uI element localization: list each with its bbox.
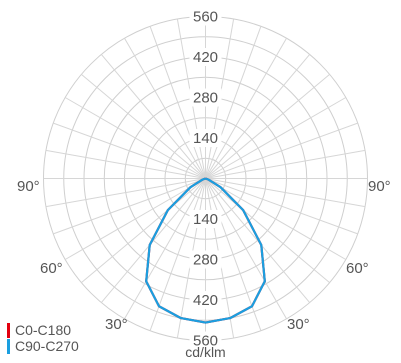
grid-spoke <box>205 178 358 235</box>
tick-label: 140 <box>193 130 218 147</box>
series-layer <box>145 177 266 324</box>
grid-spoke <box>205 178 366 208</box>
series-line-c90-c270 <box>145 177 266 324</box>
tick-label-bg <box>189 210 222 228</box>
tick-label-bg <box>189 88 222 107</box>
unit-label: cd/klm <box>185 344 225 360</box>
angle-label-mid-left: 60° <box>40 260 63 277</box>
grid-spoke <box>205 178 347 260</box>
tick-label: 420 <box>193 49 218 66</box>
grid-spoke <box>100 178 206 303</box>
angle-label-lower-right: 30° <box>287 316 310 333</box>
angle-label-mid-right: 60° <box>346 260 369 277</box>
angle-label-upper-left: 90° <box>17 178 40 195</box>
tick-label-bg <box>189 250 222 269</box>
grid-spoke <box>205 97 347 179</box>
grid-spoke <box>149 26 206 179</box>
grid-spoke <box>205 26 262 179</box>
grid-spoke <box>100 54 206 179</box>
grid-spoke <box>64 97 206 179</box>
labels-layer: 140 140 280 280 420 420 560 560 90° 90° 60° 60° 30° 3… <box>17 7 391 360</box>
tick-label-bg <box>189 331 222 350</box>
angle-label-upper-right: 90° <box>368 178 391 195</box>
legend-swatch <box>7 323 10 338</box>
tick-label: 420 <box>193 292 218 309</box>
grid-spoke <box>45 178 206 208</box>
tick-label-bg <box>189 48 222 66</box>
grid-spoke <box>45 149 206 179</box>
tick-label: 140 <box>193 211 218 228</box>
grid-spoke <box>205 73 330 179</box>
grid-spoke <box>81 178 206 284</box>
grid-spoke <box>205 149 366 179</box>
tick-label: 280 <box>193 90 218 107</box>
grid-spoke <box>124 178 206 320</box>
grid-spoke <box>205 54 311 179</box>
grid-spoke <box>205 37 287 179</box>
legend-swatch <box>7 339 10 354</box>
grid-spoke <box>53 122 206 179</box>
tick-label-bg <box>189 7 222 26</box>
grid-spoke <box>81 73 206 179</box>
tick-label-bg <box>189 129 222 147</box>
legend-label: C0-C180 <box>15 322 71 338</box>
grid-spoke <box>124 37 206 179</box>
tick-label: 560 <box>193 9 218 26</box>
tick-label-bg <box>189 291 222 309</box>
tick-label: 280 <box>193 252 218 269</box>
grid-spoke <box>205 178 330 284</box>
grid-spoke <box>205 178 311 303</box>
tick-label: 560 <box>193 333 218 350</box>
legend-label: C90-C270 <box>15 338 79 354</box>
grid-spoke <box>205 122 358 179</box>
grid-spoke <box>64 178 206 260</box>
angle-label-lower-left: 30° <box>105 316 128 333</box>
grid-spoke <box>53 178 206 235</box>
grid-spoke <box>205 178 287 320</box>
